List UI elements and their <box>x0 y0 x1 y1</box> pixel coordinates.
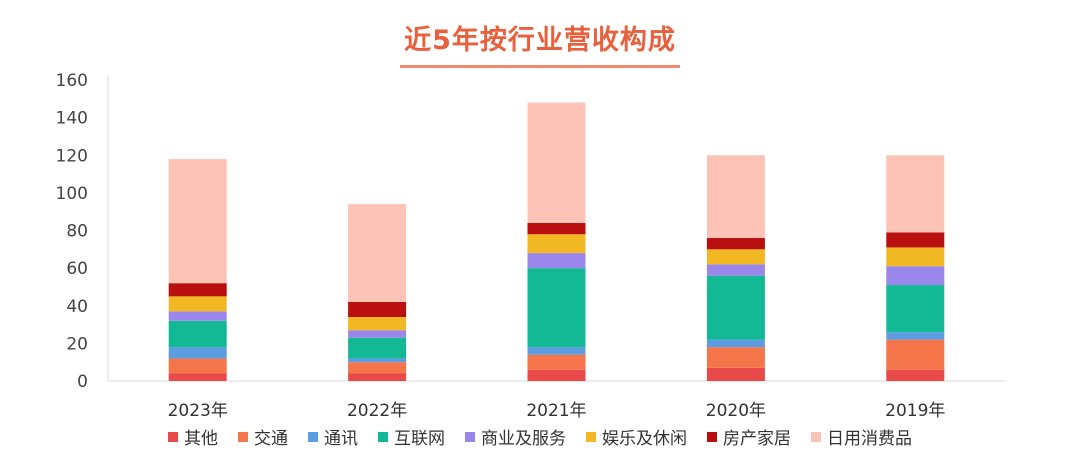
bar-segment <box>706 238 765 250</box>
legend-label: 娱乐及休闲 <box>602 429 687 449</box>
bar-segment <box>168 358 227 374</box>
bar-segment <box>706 264 765 276</box>
legend-swatch <box>811 431 821 442</box>
bar-segment <box>348 317 407 331</box>
x-tick-label: 2022年 <box>347 401 407 421</box>
bar-segment <box>886 339 945 370</box>
legend-item: 房产家居 <box>707 424 791 449</box>
bar-segment <box>348 204 407 302</box>
bar-segment <box>886 247 945 267</box>
legend-label: 交通 <box>254 429 288 449</box>
bar-segment <box>706 275 765 340</box>
y-tick-label: 160 <box>56 71 88 91</box>
chart-title: 近5年按行业营收构成 <box>400 18 680 68</box>
legend-swatch <box>465 431 475 442</box>
x-tick-label: 2020年 <box>706 401 766 421</box>
legend-label: 其他 <box>184 429 218 449</box>
bar-segment <box>168 373 227 381</box>
bar-segment <box>348 358 407 363</box>
bar-segment <box>527 369 586 381</box>
y-tick-label: 60 <box>66 259 88 279</box>
legend-swatch <box>168 431 178 442</box>
legend-label: 日用消费品 <box>827 429 912 449</box>
bar-segment <box>168 159 227 284</box>
legend-item: 通讯 <box>308 424 358 449</box>
bar-segment <box>527 354 586 370</box>
y-tick-label: 140 <box>56 109 88 129</box>
legend-item: 交通 <box>238 424 288 449</box>
legend-label: 互联网 <box>394 429 445 449</box>
legend-item: 娱乐及休闲 <box>586 424 687 449</box>
bar-segment <box>706 339 765 348</box>
bar-segment <box>348 373 407 381</box>
bar-segment <box>168 347 227 359</box>
bar-segment <box>706 347 765 368</box>
bar-segment <box>168 296 227 312</box>
bar-segment <box>168 311 227 321</box>
legend-swatch <box>586 431 596 442</box>
x-tick-label: 2023年 <box>168 401 228 421</box>
bar-segment <box>348 362 407 374</box>
y-tick-label: 0 <box>77 372 88 392</box>
legend-label: 房产家居 <box>723 429 791 449</box>
legend-item: 商业及服务 <box>465 424 566 449</box>
stacked-bar-chart: 0 20 40 60 80 100 120 140 160 2023年 2022年 2021年 2020… <box>56 71 1005 421</box>
legend-label: 商业及服务 <box>481 429 566 449</box>
legend-swatch <box>378 431 388 442</box>
y-tick-label: 100 <box>56 184 88 204</box>
bar-segment <box>886 332 945 340</box>
chart-title-wrap: 近5年按行业营收构成 <box>0 18 1080 68</box>
legend-swatch <box>238 431 248 442</box>
bar-segment <box>348 337 407 359</box>
bar-segment <box>886 285 945 333</box>
bar-segment <box>168 320 227 348</box>
y-tick-label: 40 <box>66 297 88 317</box>
bar-segment <box>706 155 765 239</box>
bar-segment <box>886 232 945 248</box>
bar-segment <box>348 301 407 318</box>
legend-item: 日用消费品 <box>811 424 912 449</box>
chart-legend: 其他 交通 通讯 互联网 商业及服务 娱乐及休闲 房产家居 日用消费品 <box>0 424 1080 449</box>
legend-item: 互联网 <box>378 424 445 449</box>
bar-segment <box>527 102 586 223</box>
legend-swatch <box>308 431 318 442</box>
bar-segment <box>168 283 227 297</box>
bar-segment <box>348 330 407 338</box>
bar-segment <box>527 347 586 355</box>
bar-segment <box>527 222 586 235</box>
bar-segment <box>886 266 945 286</box>
bar-segment <box>886 369 945 381</box>
legend-label: 通讯 <box>324 429 358 449</box>
bar-segment <box>886 155 945 233</box>
y-tick-label: 20 <box>66 334 88 354</box>
y-tick-label: 120 <box>56 146 88 166</box>
y-tick-label: 80 <box>66 222 88 242</box>
bar-segment <box>706 249 765 265</box>
bar-segment <box>527 253 586 269</box>
bar-segment <box>527 234 586 254</box>
legend-item: 其他 <box>168 424 218 449</box>
bar-segment <box>527 268 586 348</box>
bar-segment <box>706 367 765 381</box>
x-tick-label: 2021年 <box>526 401 586 421</box>
x-tick-label: 2019年 <box>885 401 945 421</box>
legend-swatch <box>707 431 717 442</box>
